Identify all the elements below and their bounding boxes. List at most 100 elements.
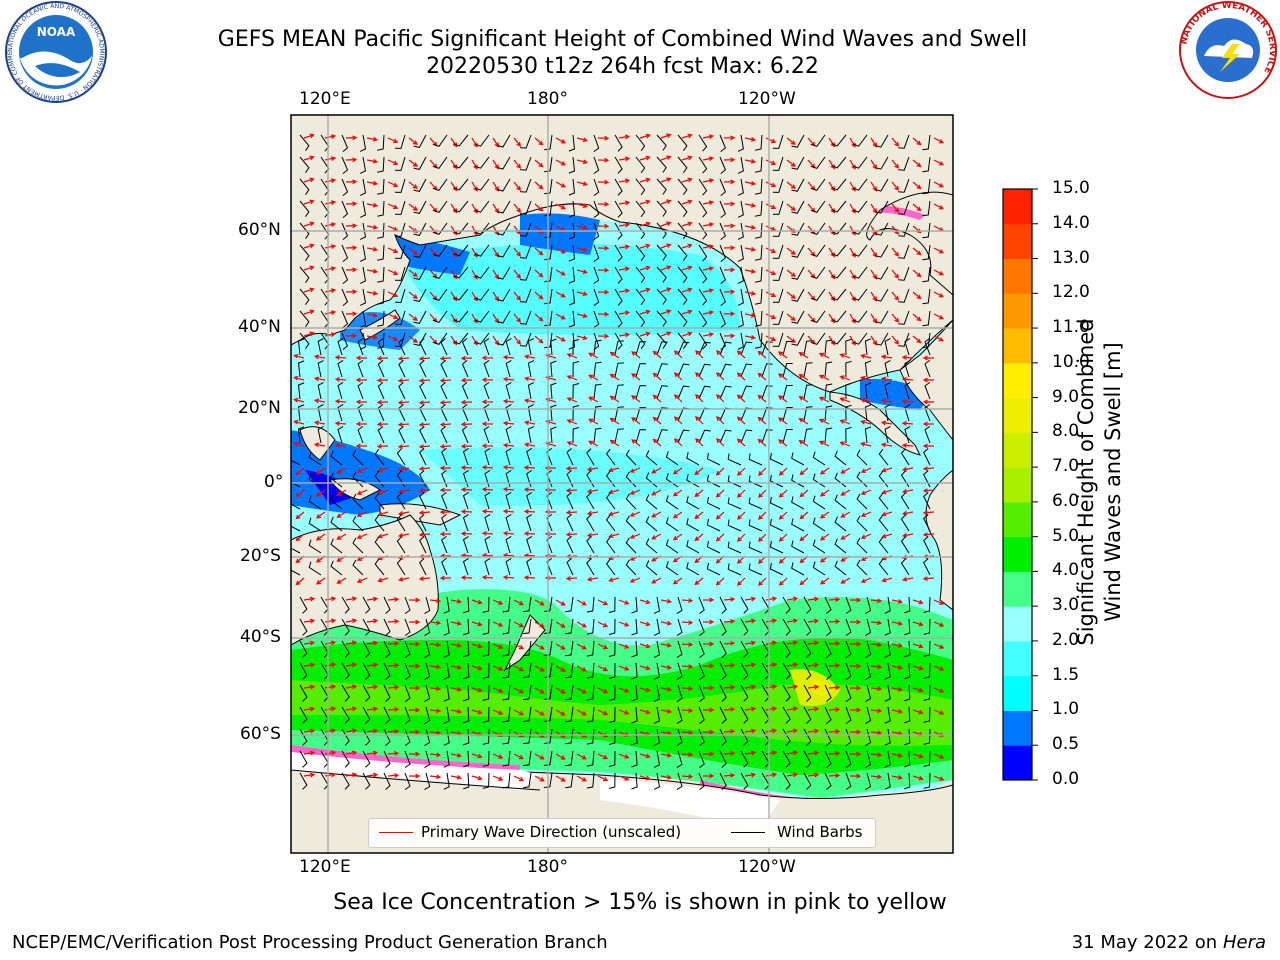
wave-direction-arrow	[901, 377, 914, 382]
wind-barb	[900, 448, 910, 466]
wind-barb	[352, 537, 364, 554]
wind-barb	[396, 492, 406, 510]
wave-direction-arrow	[418, 532, 431, 538]
wind-barb	[864, 404, 872, 422]
wave-direction-arrow	[849, 773, 862, 779]
wave-direction-arrow	[315, 577, 326, 585]
wind-barb	[824, 772, 832, 790]
wave-direction-arrow	[922, 377, 934, 383]
wind-barb	[299, 244, 310, 261]
wave-direction-arrow	[345, 267, 358, 273]
wind-barb	[502, 772, 511, 789]
wave-direction-arrow	[672, 467, 683, 475]
wind-barb	[686, 474, 700, 488]
wind-barb	[677, 178, 688, 195]
wind-barb	[782, 662, 791, 680]
wind-barb	[719, 222, 727, 240]
wave-direction-arrow	[786, 159, 796, 167]
wind-barb	[761, 341, 773, 356]
wave-direction-arrow	[681, 730, 694, 736]
wind-barb	[625, 493, 637, 510]
wind-barb	[413, 288, 427, 302]
wind-barb	[608, 684, 616, 701]
wind-barb	[357, 381, 364, 400]
wind-barb	[496, 244, 511, 258]
wave-direction-arrow	[798, 352, 809, 359]
wave-direction-arrow	[631, 373, 641, 381]
wind-barb	[845, 360, 852, 378]
wind-barb	[443, 618, 450, 636]
wave-direction-arrow	[408, 159, 418, 167]
wave-direction-arrow	[408, 247, 418, 255]
wave-direction-arrow	[429, 686, 442, 692]
wind-barb	[845, 640, 852, 659]
wind-barb	[362, 728, 371, 746]
wind-barb	[317, 382, 324, 400]
wave-direction-arrow	[397, 532, 410, 538]
wind-barb	[677, 266, 688, 283]
wave-direction-arrow	[618, 134, 631, 140]
wave-direction-arrow	[695, 394, 704, 403]
wind-barb	[605, 492, 616, 510]
wave-direction-arrow	[870, 664, 883, 670]
wind-barb	[740, 385, 753, 400]
wind-barb	[737, 244, 744, 262]
wind-barb	[656, 178, 667, 195]
wave-direction-arrow	[492, 665, 504, 671]
wind-barb	[656, 407, 668, 422]
wave-direction-arrow	[439, 356, 452, 361]
wind-barb	[874, 156, 889, 170]
wind-barb	[308, 473, 322, 488]
wave-direction-arrow	[694, 533, 704, 542]
wave-direction-arrow	[828, 225, 836, 236]
wind-barb	[824, 618, 832, 636]
wind-barb	[884, 662, 891, 680]
wave-direction-arrow	[513, 665, 525, 672]
wave-direction-arrow	[744, 290, 757, 296]
wind-barb	[698, 200, 708, 218]
wind-barb	[878, 448, 889, 466]
wave-direction-arrow	[576, 753, 587, 760]
wave-direction-arrow	[702, 178, 715, 184]
wave-direction-arrow	[608, 577, 620, 583]
wave-direction-arrow	[597, 621, 609, 628]
wind-barb	[424, 772, 431, 791]
wave-direction-arrow	[334, 443, 347, 448]
wave-direction-arrow	[922, 532, 935, 538]
lon-label-top-120e: 120°E	[299, 89, 351, 109]
wave-direction-arrow	[639, 155, 651, 161]
wind-barb	[614, 244, 623, 262]
wind-barb	[565, 728, 574, 745]
wind-barb	[359, 156, 367, 174]
wind-barb	[656, 134, 667, 151]
wave-direction-arrow	[534, 643, 545, 650]
wave-direction-arrow	[324, 332, 337, 337]
wave-direction-arrow	[555, 335, 566, 342]
wave-direction-arrow	[303, 155, 315, 161]
wave-direction-arrow	[922, 466, 935, 472]
wind-barb	[719, 429, 732, 444]
wave-direction-arrow	[870, 269, 877, 280]
wave-direction-arrow	[631, 439, 641, 447]
wave-direction-arrow	[870, 620, 883, 626]
wind-barb	[698, 684, 705, 702]
wave-direction-arrow	[597, 333, 610, 339]
wind-barb	[505, 557, 512, 576]
wind-barb	[903, 596, 911, 614]
wave-direction-arrow	[744, 180, 757, 186]
wind-barb	[474, 310, 490, 323]
wind-barb	[546, 535, 553, 554]
wave-direction-arrow	[819, 511, 830, 519]
wave-direction-arrow	[901, 466, 914, 472]
wind-barb	[676, 706, 683, 725]
wave-direction-arrow	[534, 247, 544, 256]
wind-barb	[374, 536, 385, 554]
wind-barb	[922, 288, 931, 305]
wave-direction-arrow	[513, 137, 521, 147]
wind-barb	[656, 288, 667, 305]
wind-barb	[884, 338, 891, 356]
wind-barb	[803, 618, 812, 636]
wind-barb	[593, 288, 600, 307]
colorbar	[1003, 188, 1038, 781]
wind-barb	[677, 385, 690, 400]
